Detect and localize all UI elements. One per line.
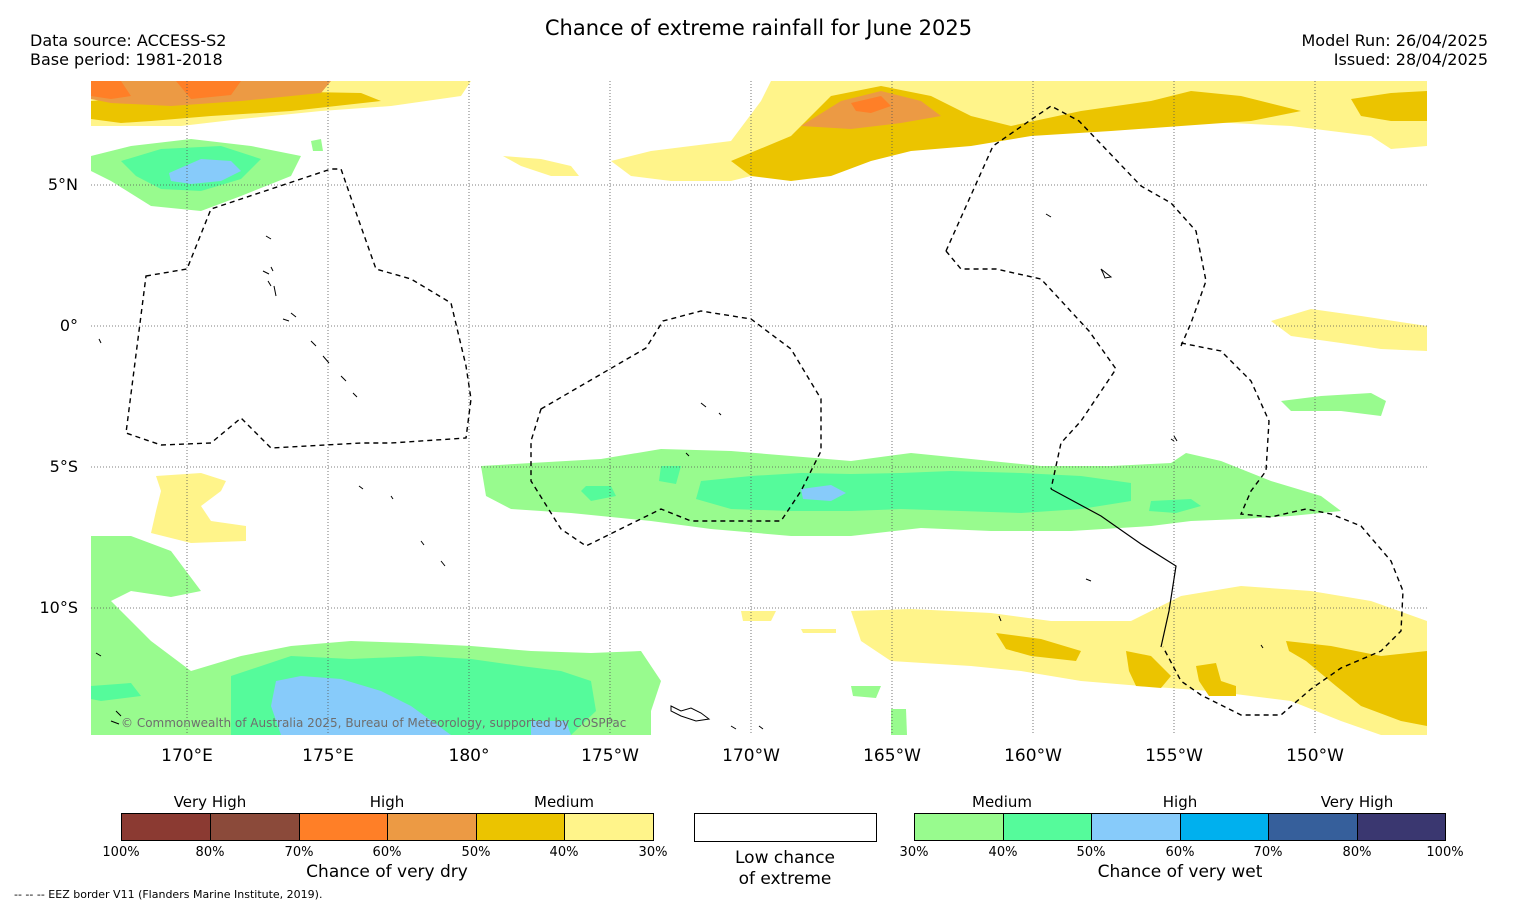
wet-category-medium: Medium [972,793,1032,811]
dry-category-medium: Medium [534,793,594,811]
lon-label-155w: 155°W [1145,746,1203,766]
wet-swatch-3 [1091,813,1181,841]
wet-category-very-high: Very High [1320,793,1394,811]
neutral-caption-line2: of extreme [738,869,832,889]
dry-tick-40: 40% [549,845,579,860]
lat-label-10s: 10°S [39,598,78,617]
lon-label-175w: 175°W [581,746,639,766]
dry-tick-100: 100% [102,845,140,860]
model-run-info: Model Run: 26/04/2025 Issued: 28/04/2025 [1302,31,1489,69]
wet-swatch-1 [914,813,1004,841]
neutral-caption-line1: Low chance [735,848,835,868]
lat-label-0: 0° [59,316,78,335]
dry-tick-60: 60% [372,845,402,860]
wet-swatch-5 [1268,813,1358,841]
wet-legend-caption: Chance of very wet [1097,862,1263,882]
dry-swatch-1 [121,813,211,841]
data-source-info: Data source: ACCESS-S2 Base period: 1981… [30,31,226,69]
base-period: Base period: 1981-2018 [30,50,223,69]
eez-borders [125,105,1404,716]
eez-footnote: -- -- -- EEZ border V11 (Flanders Marine… [14,888,323,901]
dry-swatch-5 [476,813,565,841]
wet-tick-70: 70% [1253,845,1283,860]
legend-neutral-caption: Low chance of extreme [735,848,835,890]
dry-swatch-3 [299,813,388,841]
lon-label-160w: 160°W [1004,746,1062,766]
graticule [91,81,1427,735]
map-canvas [91,81,1427,735]
lat-label-5s: 5°S [49,457,78,476]
dry-tick-50: 50% [461,845,491,860]
lon-label-150w: 150°W [1286,746,1344,766]
dry-tick-30: 30% [638,845,668,860]
copyright-notice: © Commonwealth of Australia 2025, Bureau… [121,716,627,730]
dry-swatch-4 [387,813,477,841]
wet-tick-60: 60% [1165,845,1195,860]
dry-30-40-regions [91,81,1427,735]
lon-label-170e: 170°E [161,746,213,766]
dry-legend-caption: Chance of very dry [306,862,468,882]
lon-label-165w: 165°W [863,746,921,766]
wet-tick-80: 80% [1342,845,1372,860]
maritime-boundary [1050,488,1177,648]
dry-category-high: High [369,793,405,811]
dry-tick-70: 70% [284,845,314,860]
map-title: Chance of extreme rainfall for June 2025 [544,16,973,40]
issued-date: Issued: 28/04/2025 [1333,50,1488,69]
data-source: Data source: ACCESS-S2 [30,31,227,50]
lon-label-175e: 175°E [302,746,354,766]
dry-60-70-regions [91,81,891,113]
dry-swatch-6 [564,813,654,841]
dry-category-very-high: Very High [173,793,247,811]
islands [95,213,1264,730]
legend-neutral-swatch [694,813,877,842]
rainfall-map [91,81,1427,735]
lat-label-5n: 5°N [47,175,78,194]
dry-tick-80: 80% [195,845,225,860]
model-run: Model Run: 26/04/2025 [1301,31,1489,50]
wet-tick-50: 50% [1076,845,1106,860]
dry-swatch-2 [210,813,300,841]
lon-label-170w: 170°W [722,746,780,766]
lon-label-180: 180° [448,746,490,766]
wet-category-high: High [1162,793,1198,811]
wet-swatch-6 [1357,813,1446,841]
wet-tick-30: 30% [899,845,929,860]
wet-tick-100: 100% [1426,845,1464,860]
wet-swatch-2 [1003,813,1092,841]
wet-swatch-4 [1180,813,1269,841]
wet-tick-40: 40% [988,845,1018,860]
